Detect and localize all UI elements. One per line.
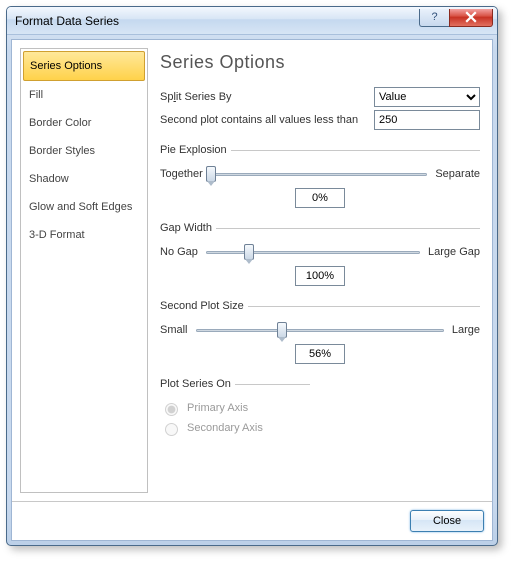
gap-left-label: No Gap [160,246,198,258]
slider-thumb[interactable] [277,322,287,338]
gap-width-group: Gap Width No Gap Large Gap 100% [160,222,480,286]
secondary-axis-input [165,423,178,436]
gap-slider[interactable] [206,244,420,260]
plot-series-on-legend: Plot Series On [160,378,235,390]
explosion-left-label: Together [160,168,203,180]
panel-heading: Series Options [160,52,480,73]
size-slider[interactable] [196,322,444,338]
nav-item-glow[interactable]: Glow and Soft Edges [23,193,145,221]
explosion-value[interactable]: 0% [295,188,345,208]
pie-explosion-group: Pie Explosion Together Separate 0% [160,144,480,208]
nav-item-3d-format[interactable]: 3-D Format [23,221,145,249]
help-icon: ? [431,11,437,23]
titlebar[interactable]: Format Data Series ? [7,7,497,35]
nav-item-shadow[interactable]: Shadow [23,165,145,193]
plot-series-on-group: Plot Series On Primary Axis Secondary Ax… [160,378,310,440]
split-by-label: Split Series By [160,91,374,103]
nav-item-fill[interactable]: Fill [23,81,145,109]
secondary-axis-radio: Secondary Axis [160,420,310,436]
gap-width-legend: Gap Width [160,222,216,234]
window-close-button[interactable] [449,9,493,27]
primary-axis-radio: Primary Axis [160,400,310,416]
close-button[interactable]: Close [410,510,484,532]
gap-value[interactable]: 100% [295,266,345,286]
window-title: Format Data Series [15,14,419,28]
slider-thumb[interactable] [244,244,254,260]
second-plot-size-legend: Second Plot Size [160,300,248,312]
help-button[interactable]: ? [419,9,449,27]
dialog-footer: Close [12,501,492,540]
size-left-label: Small [160,324,188,336]
nav-item-border-color[interactable]: Border Color [23,109,145,137]
category-nav: Series Options Fill Border Color Border … [20,48,148,493]
threshold-input[interactable] [374,110,480,130]
gap-right-label: Large Gap [428,246,480,258]
explosion-right-label: Separate [435,168,480,180]
pie-explosion-legend: Pie Explosion [160,144,231,156]
size-right-label: Large [452,324,480,336]
second-plot-size-group: Second Plot Size Small Large 56% [160,300,480,364]
nav-item-border-styles[interactable]: Border Styles [23,137,145,165]
explosion-slider[interactable] [211,166,428,182]
threshold-label: Second plot contains all values less tha… [160,114,374,126]
nav-item-series-options[interactable]: Series Options [23,51,145,81]
dialog-window: Format Data Series ? Series Options Fill… [6,6,498,546]
close-icon [465,11,477,23]
options-panel: Series Options Split Series By Value Sec… [156,48,484,493]
slider-thumb[interactable] [206,166,216,182]
size-value[interactable]: 56% [295,344,345,364]
split-by-select[interactable]: Value [374,87,480,107]
primary-axis-input [165,403,178,416]
